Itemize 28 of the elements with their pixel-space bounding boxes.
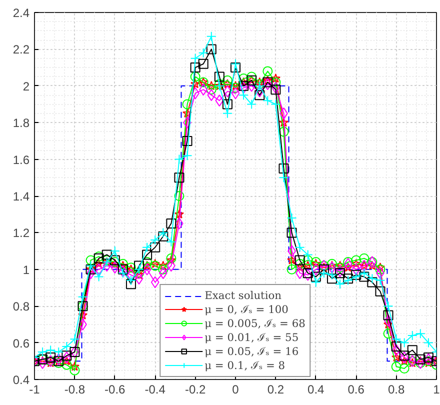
y-tick-label: 2 (22, 79, 30, 94)
y-tick-label: 1.6 (12, 152, 30, 167)
y-tick-label: 1.2 (12, 226, 30, 240)
legend-label: μ = 0.05, ℐₛ = 16 (204, 344, 299, 358)
x-tick-label: 0.4 (308, 382, 325, 396)
x-tick-label: -1 (29, 382, 40, 396)
x-tick-label: 0.2 (267, 382, 284, 396)
y-tick-label: 0.6 (12, 336, 30, 350)
legend-label: μ = 0.005, ℐₛ = 68 (204, 316, 306, 330)
x-tick-label: 0 (232, 382, 240, 396)
y-tick-label: 1.4 (12, 190, 30, 204)
y-tick-label: 2.2 (12, 42, 30, 57)
x-tick-label: 1 (433, 382, 440, 396)
legend-label: μ = 0, ℐₛ = 100 (204, 302, 288, 316)
y-tick-label: 1.8 (12, 116, 30, 130)
x-tick-label: -0.6 (104, 382, 126, 396)
x-tick-label: -0.2 (184, 382, 206, 396)
legend-label: μ = 0.1, ℐₛ = 8 (204, 358, 286, 372)
y-tick-label: 0.4 (12, 373, 30, 387)
y-tick-label: 1 (22, 262, 30, 277)
legend-label: Exact solution (204, 289, 282, 302)
y-tick-label: 2.4 (12, 6, 30, 20)
x-tick-label: -0.4 (144, 382, 166, 396)
x-tick-label: 0.8 (388, 382, 405, 396)
legend-label: μ = 0.01, ℐₛ = 55 (204, 330, 299, 344)
y-tick-label: 0.8 (12, 300, 30, 314)
x-tick-label: -0.8 (64, 382, 86, 396)
x-tick-label: 0.6 (348, 382, 365, 396)
